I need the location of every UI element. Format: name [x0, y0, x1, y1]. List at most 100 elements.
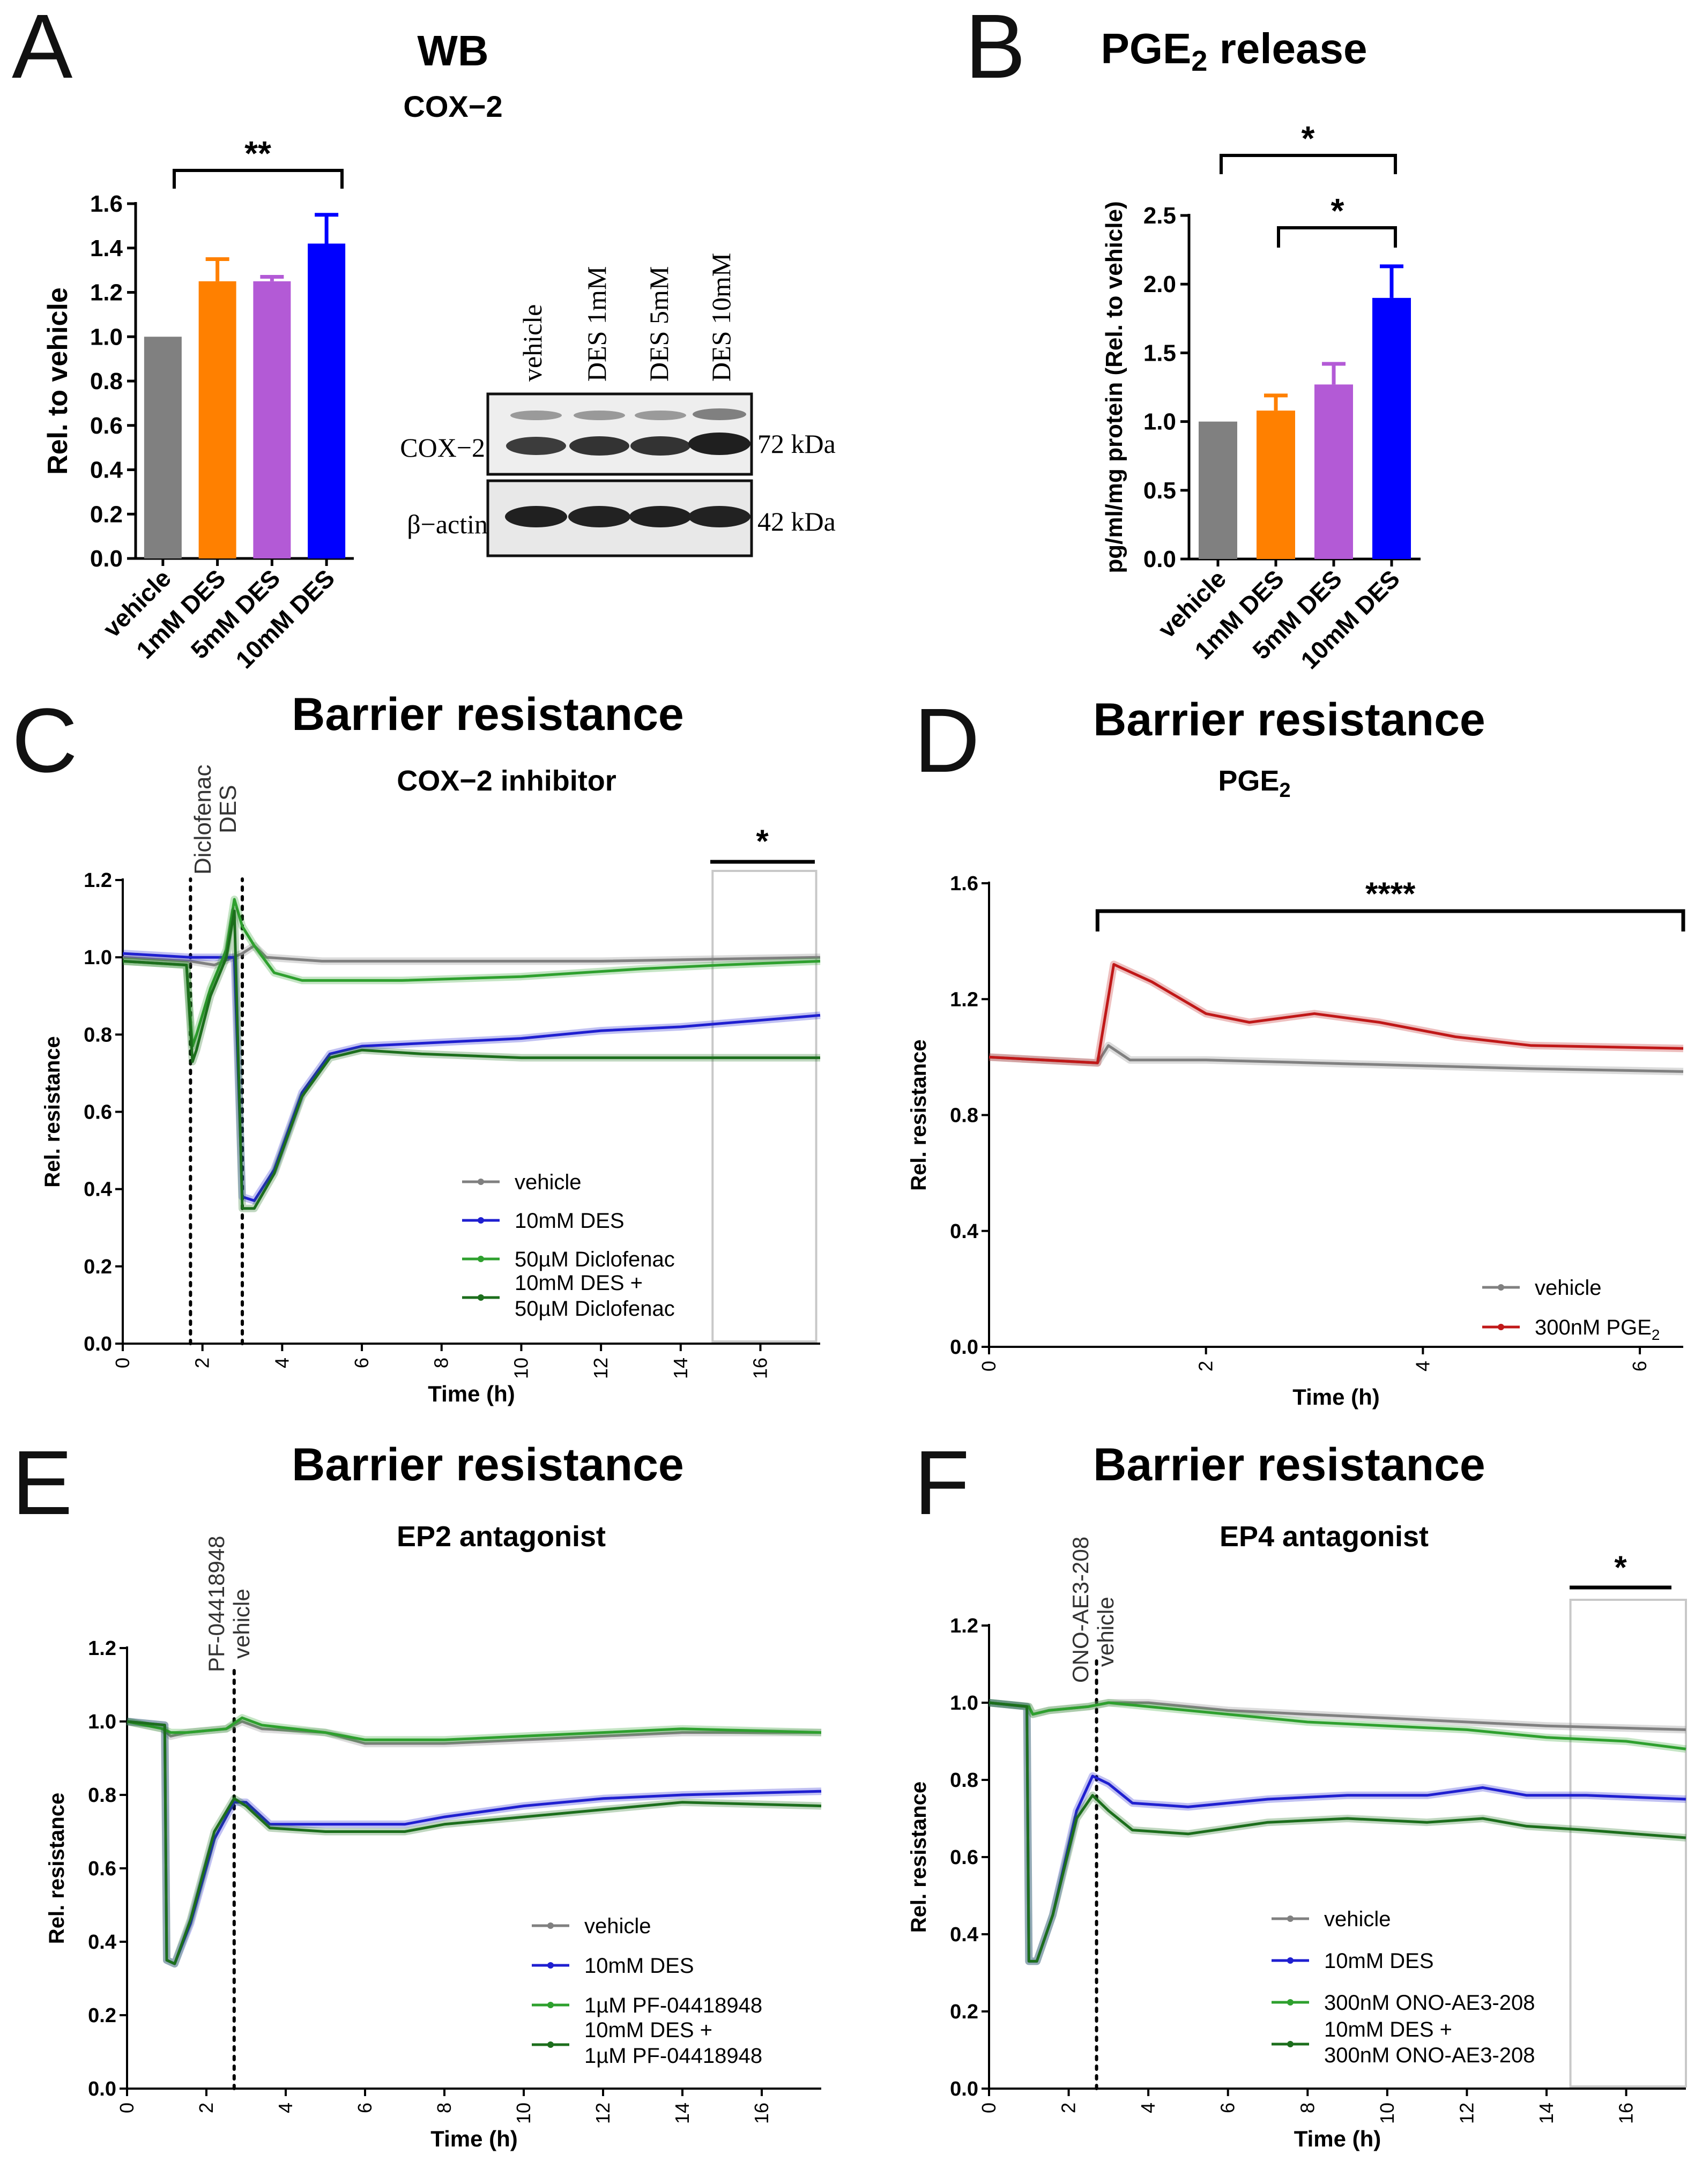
y-tick-label: 1.0 [90, 324, 123, 350]
series-line-vehicle [989, 1044, 1684, 1073]
y-tick-label: 0.6 [84, 1101, 112, 1124]
series-line-10mm-des-50-m-diclofenac [122, 910, 820, 1210]
series-error-band [989, 960, 1684, 1067]
panel-a-letter: A [12, 0, 73, 98]
blot-actin-bands [505, 506, 750, 527]
y-tick-label: 1.0 [88, 1711, 116, 1733]
x-tick-label: 6 [1629, 1361, 1651, 1371]
panel-e-title: Barrier resistance [292, 1439, 683, 1490]
legend-marker [1287, 1957, 1294, 1964]
x-tick-label: 16 [1615, 2103, 1637, 2124]
panel-a-subtitle: COX−2 [403, 90, 502, 123]
y-tick-label: 0.0 [1143, 546, 1176, 572]
panel-c-letter: C [12, 690, 78, 792]
western-blot: vehicle DES 1mM DES 5mM DES 10mM [400, 253, 836, 557]
series-line-10mm-des-300nm-ono-ae3-208 [989, 1701, 1686, 1963]
y-tick-label: 0.0 [84, 1333, 112, 1355]
panel-e: E Barrier resistance EP2 antagonist PF-0… [12, 1432, 822, 2151]
y-tick-label: 0.2 [950, 2001, 978, 2023]
panel-c-annot-diclofenac: Diclofenac [190, 765, 216, 875]
y-tick-label: 1.0 [84, 946, 112, 969]
x-tick-label: 6 [351, 1358, 373, 1368]
series-line-10mm-des [127, 1720, 822, 1965]
y-tick-label: 0.2 [90, 501, 123, 527]
legend-label-main: 300nM PGE [1535, 1316, 1652, 1339]
x-tick-label: 6 [354, 2103, 376, 2113]
series-line-300nm-pge2 [989, 963, 1684, 1064]
x-tick-label: 2 [195, 2103, 217, 2113]
legend-marker [478, 1256, 484, 1262]
x-tick-label: 2 [191, 1358, 213, 1368]
blot-row-size: 42 kDa [757, 506, 836, 536]
y-axis-label: Rel. resistance [45, 1793, 69, 1944]
legend-label: vehicle [1535, 1276, 1602, 1300]
significance-label: **** [1365, 876, 1416, 912]
x-tick-label: 4 [1411, 1361, 1433, 1371]
panel-a-sig-label: ** [244, 134, 271, 173]
series-error-band [122, 950, 821, 1205]
x-tick-label: 10 [512, 2103, 534, 2124]
panel-d-letter: D [914, 690, 980, 792]
panel-b-sig-label-2: * [1331, 191, 1344, 230]
significance-bracket [1095, 909, 1685, 931]
panel-b-title-sub: 2 [1191, 45, 1207, 77]
bar-vehicle [144, 337, 182, 558]
series-line-vehicle [122, 944, 821, 967]
blot-row-size: 72 kDa [757, 429, 836, 459]
legend-label-line2: 300nM ONO-AE3-208 [1324, 2044, 1535, 2067]
panel-c-line-chart: 0.0 0.2 0.4 0.6 0.8 1.0 1.2 0 2 4 6 8 10 12 14 16 Time (… [41, 869, 821, 1406]
bar-vehicle [1199, 421, 1237, 559]
legend-label: vehicle [1324, 1907, 1391, 1931]
panel-c-subtitle: COX−2 inhibitor [397, 765, 616, 797]
panel-c-sig-label: * [756, 823, 769, 859]
panel-f-annot-vehicle: vehicle [1093, 1597, 1118, 1667]
y-tick-label: 0.4 [950, 1220, 978, 1243]
panel-d-title: Barrier resistance [1093, 694, 1485, 746]
legend-marker [547, 1962, 554, 1969]
legend-marker [478, 1217, 484, 1224]
panel-d-line-chart: 0.0 0.4 0.8 1.2 1.6 0 2 4 6 Time (h) Rel. resistan… [907, 873, 1685, 1410]
panel-f-annot-ono: ONO-AE3-208 [1068, 1537, 1093, 1683]
panel-b: B PGE2 release * * 0.00.51.01.52.02.5veh… [965, 0, 1421, 674]
legend-label: 300nM PGE2 [1535, 1316, 1660, 1343]
x-tick-label: 8 [433, 2103, 455, 2113]
blot-row-name: β−actin [407, 509, 488, 539]
blot-lane-label: DES 5mM [644, 266, 674, 382]
panel-f-line-chart: 0.0 0.2 0.4 0.6 0.8 1.0 1.2 0 2 4 6 8 10 12 14 16 Time (… [907, 1599, 1688, 2151]
panel-e-letter: E [12, 1432, 72, 1534]
y-tick-label: 0.4 [88, 1931, 116, 1954]
y-tick-label: 0.0 [88, 2078, 116, 2100]
x-tick-label: 4 [271, 1358, 293, 1368]
y-tick-label: 1.2 [88, 1637, 116, 1660]
bar-10mm-des [1372, 297, 1411, 559]
legend-marker [1287, 1999, 1294, 2006]
y-tick-label: 0.6 [88, 1858, 116, 1880]
legend-label: vehicle [584, 1914, 651, 1938]
x-tick-label: 0 [978, 2103, 1000, 2113]
x-tick-label: 0 [116, 2103, 138, 2113]
legend-label-line2: 50µM Diclofenac [515, 1297, 675, 1321]
panel-a: A WB COX−2 ** 0.0 0.2 0.4 0.6 0.8 1.0 1.2 1.4 1.… [12, 0, 836, 674]
x-tick-label: 8 [430, 1358, 452, 1368]
panel-b-title-main: PGE [1101, 25, 1191, 72]
y-axis-label: Rel. resistance [41, 1036, 64, 1187]
x-tick-label: 0 [978, 1361, 1000, 1371]
y-tick-label: 0.8 [950, 1105, 978, 1127]
y-tick-label: 1.6 [90, 191, 123, 217]
x-tick-label: 16 [750, 2103, 772, 2124]
y-axis-label: pg/ml/mg protein (Rel. to vehicle) [1101, 201, 1127, 573]
y-tick-label: 1.6 [950, 873, 978, 895]
panel-b-sig-bracket-2 [1277, 226, 1397, 248]
y-tick-label: 0.8 [90, 368, 123, 394]
series-line-vehicle [127, 1720, 821, 1745]
legend-label: 10mM DES + [515, 1271, 643, 1295]
legend-label: 10mM DES [1324, 1949, 1434, 1973]
panel-b-title-tail: release [1207, 25, 1367, 72]
panel-d-subtitle: PGE2 [1218, 765, 1290, 802]
bar-5mm-des [1314, 384, 1353, 559]
bar-1mm-des [198, 281, 236, 558]
y-tick-label: 0.2 [88, 2004, 116, 2027]
panel-b-title: PGE2 release [1101, 25, 1367, 77]
